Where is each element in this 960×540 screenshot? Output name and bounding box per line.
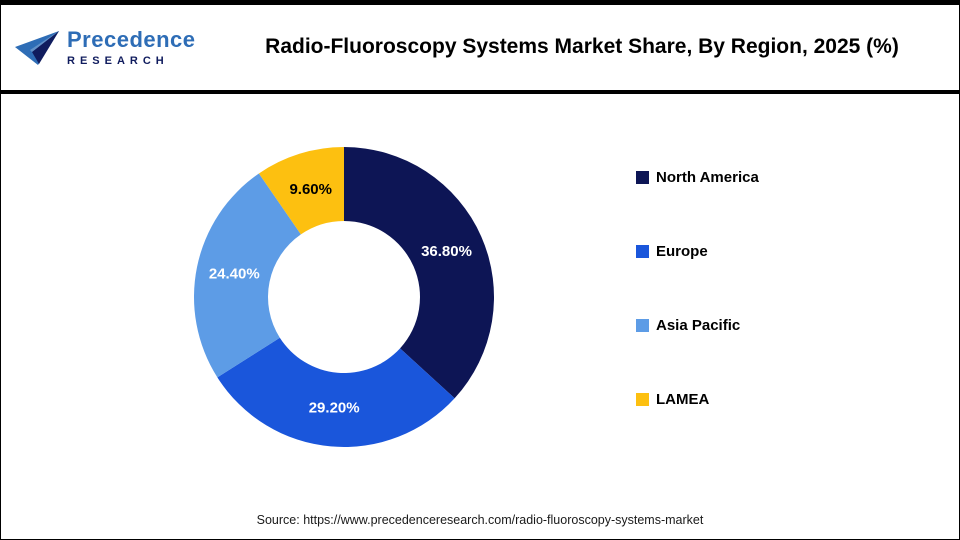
legend-swatch-lamea <box>636 393 649 406</box>
source-text: Source: https://www.precedenceresearch.c… <box>256 513 704 527</box>
donut-segment-lamea[interactable] <box>258 147 344 235</box>
legend-item-lamea[interactable]: LAMEA <box>636 391 759 408</box>
slice-label-europe: 29.20% <box>309 400 360 417</box>
logo-wordmark: Precedence <box>67 27 196 53</box>
legend: North America Europe Asia Pacific LAMEA <box>636 169 759 408</box>
footer: Source: https://www.precedenceresearch.c… <box>1 511 959 529</box>
legend-swatch-europe <box>636 245 649 258</box>
legend-swatch-asia-pacific <box>636 319 649 332</box>
donut-segment-asia-pacific[interactable] <box>194 173 301 378</box>
slice-label-asia-pacific: 24.40% <box>209 266 260 283</box>
donut-chart[interactable]: 36.80% 29.20% 24.40% 9.60% <box>184 137 504 457</box>
chart-area: 36.80% 29.20% 24.40% 9.60% North America Eu… <box>1 94 959 499</box>
legend-item-north-america[interactable]: North America <box>636 169 759 186</box>
logo-subtitle: RESEARCH <box>67 54 169 67</box>
legend-swatch-north-america <box>636 171 649 184</box>
donut-segment-north-america[interactable] <box>344 147 494 399</box>
donut-segment-europe[interactable] <box>217 337 455 447</box>
legend-item-asia-pacific[interactable]: Asia Pacific <box>636 317 759 334</box>
legend-label-europe: Europe <box>656 243 708 260</box>
slice-label-north-america: 36.80% <box>421 243 472 260</box>
chart-title: Radio-Fluoroscopy Systems Market Share, … <box>265 35 899 59</box>
legend-label-north-america: North America <box>656 169 759 186</box>
legend-item-europe[interactable]: Europe <box>636 243 759 260</box>
header: Precedence RESEARCH Radio-Fluoroscopy Sy… <box>1 1 959 94</box>
logo-text: Precedence RESEARCH <box>67 27 196 67</box>
paper-plane-icon <box>15 30 59 65</box>
legend-label-asia-pacific: Asia Pacific <box>656 317 741 334</box>
precedence-research-logo: Precedence RESEARCH <box>1 27 225 67</box>
legend-label-lamea: LAMEA <box>656 391 710 408</box>
slice-label-lamea: 9.60% <box>289 181 332 198</box>
